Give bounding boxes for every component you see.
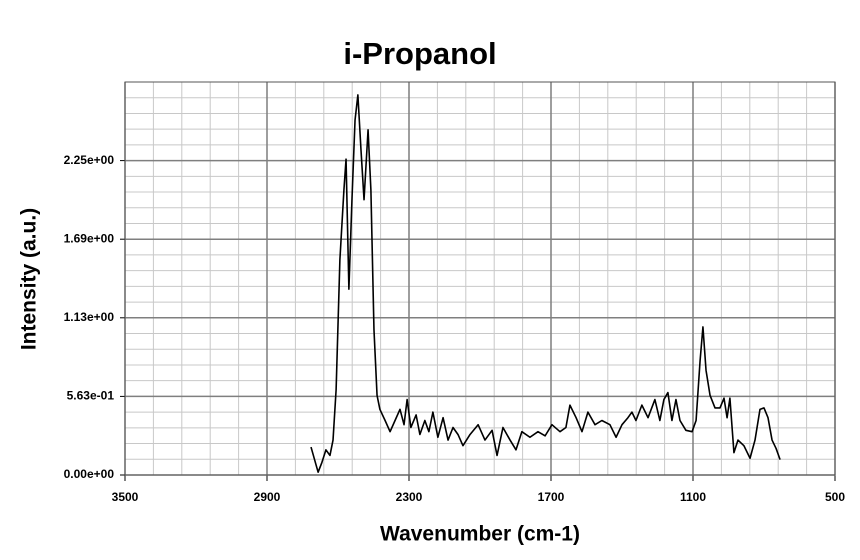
x-tick-label: 2300 xyxy=(396,490,423,504)
x-tick-label: 2900 xyxy=(254,490,281,504)
chart-title: i-Propanol xyxy=(343,36,496,71)
plot-frame xyxy=(124,81,836,476)
y-tick-label: 0.00e+00 xyxy=(64,467,115,481)
x-tick-label: 500 xyxy=(825,490,845,504)
spectrum-line xyxy=(310,94,781,474)
y-tick-label: 5.63e-01 xyxy=(67,389,115,403)
x-tick-label: 1700 xyxy=(538,490,565,504)
y-axis-label: Intensity (a.u.) xyxy=(18,208,41,350)
x-tick-label: 3500 xyxy=(112,490,139,504)
x-tick-label: 1100 xyxy=(680,490,706,504)
y-tick-label: 1.13e+00 xyxy=(64,310,115,324)
y-tick-label: 2.25e+00 xyxy=(64,153,115,167)
y-tick-label: 1.69e+00 xyxy=(64,231,115,245)
x-axis-label: Wavenumber (cm-1) xyxy=(380,523,580,546)
